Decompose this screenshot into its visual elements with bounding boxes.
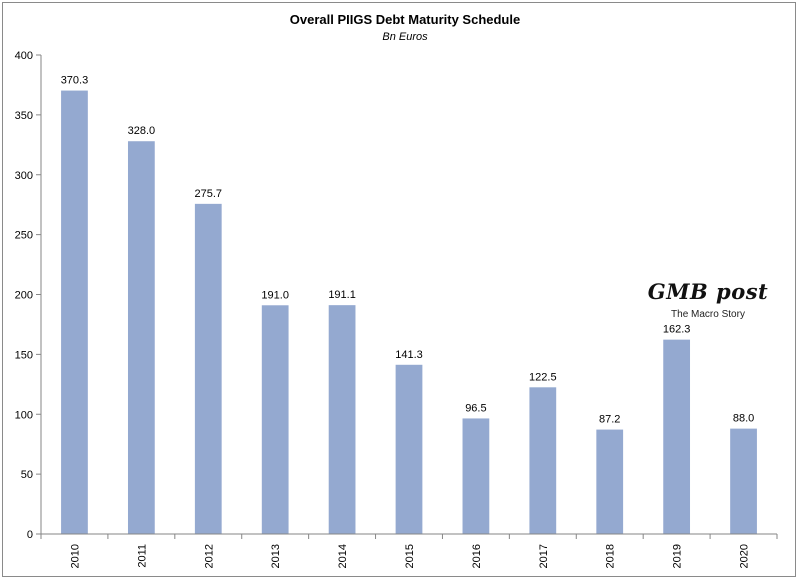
data-labels: 370.3 328.0 275.7 191.0 191.1 141.3 96.5 122.5 8…	[61, 75, 755, 426]
bar	[194, 203, 222, 534]
bar	[127, 141, 155, 534]
data-label: 88.0	[733, 413, 754, 425]
x-tick-label: 2019	[672, 544, 684, 568]
bar	[730, 428, 757, 534]
x-tick-label: 2016	[471, 544, 483, 568]
y-tick-label: 300	[15, 170, 33, 182]
bar	[529, 387, 557, 534]
x-tick-label: 2014	[337, 544, 349, 568]
y-axis: 0 50 100 150 200 250 300 350 400	[15, 50, 42, 541]
x-tick-label: 2017	[538, 544, 550, 568]
data-label: 96.5	[465, 402, 486, 414]
x-tick-label: 2010	[69, 544, 81, 568]
y-tick-label: 150	[15, 349, 33, 361]
x-tick-label: 2015	[404, 544, 416, 568]
y-tick-label: 400	[15, 50, 33, 62]
data-label: 122.5	[529, 371, 557, 383]
x-tick-label: 2012	[203, 544, 215, 568]
watermark-subtitle: The Macro Story	[671, 309, 745, 320]
y-tick-label: 200	[15, 290, 33, 302]
data-label: 162.3	[663, 324, 691, 336]
data-label: 328.0	[128, 125, 156, 137]
data-label: 191.1	[328, 289, 356, 301]
watermark-title: GMB post	[648, 279, 768, 304]
chart-subtitle: Bn Euros	[382, 31, 428, 43]
y-tick-label: 350	[15, 110, 33, 122]
y-tick-label: 250	[15, 230, 33, 242]
chart-title: Overall PIIGS Debt Maturity Schedule	[290, 12, 520, 27]
bar	[261, 305, 289, 534]
y-tick-label: 0	[27, 529, 33, 541]
bar	[61, 90, 88, 535]
bar	[328, 305, 356, 534]
data-label: 370.3	[61, 75, 89, 87]
y-tick-label: 50	[21, 469, 33, 481]
bars	[61, 90, 757, 535]
data-label: 87.2	[599, 414, 620, 426]
bar	[395, 364, 423, 534]
x-tick-label: 2020	[739, 544, 751, 568]
data-label: 141.3	[395, 349, 423, 361]
x-tick-label: 2018	[605, 544, 617, 568]
x-tick-label: 2011	[136, 544, 148, 568]
bar	[462, 418, 490, 534]
data-label: 275.7	[195, 188, 223, 200]
y-tick-label: 100	[15, 409, 33, 421]
x-axis: 2010 2011 2012 2013 2014 2015 2016 2017 2018 2019…	[40, 533, 778, 568]
bar	[596, 429, 624, 534]
bar	[663, 339, 691, 534]
x-tick-label: 2013	[270, 544, 282, 568]
watermark: GMB post The Macro Story	[648, 279, 768, 320]
data-label: 191.0	[261, 289, 289, 301]
